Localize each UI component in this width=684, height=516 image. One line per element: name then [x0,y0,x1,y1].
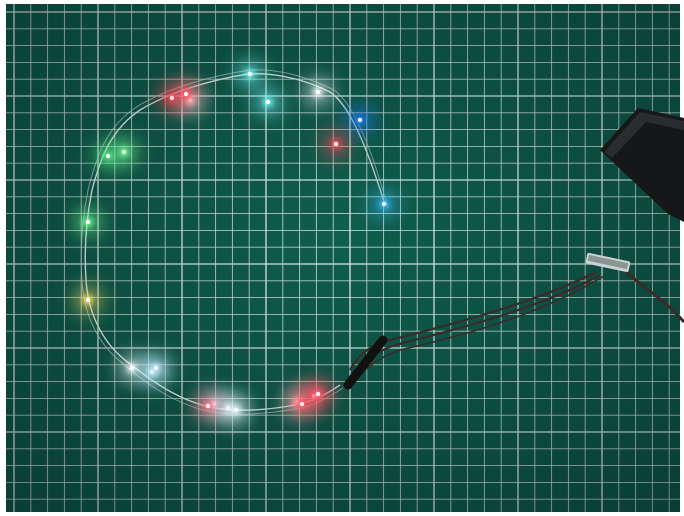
led-light [74,286,102,314]
lead-wire-1 [349,271,597,371]
lead-wire-3 [355,275,605,379]
led-light [346,106,374,134]
led-light [172,80,200,108]
mat-shading [6,4,680,512]
led-light [194,392,222,420]
led-light [222,396,250,424]
led-group [74,60,398,424]
power-cable [624,270,684,323]
led-light [236,60,264,88]
led-light [322,130,350,158]
heat-shrink-joint [343,335,388,390]
connector-header [585,252,631,273]
led-light [94,142,122,170]
led-light [370,190,398,218]
battery-box [600,108,684,222]
led-light [254,88,282,116]
led-light [142,354,170,382]
led-light [74,208,102,236]
led-light [304,78,332,106]
led-light [304,380,332,408]
